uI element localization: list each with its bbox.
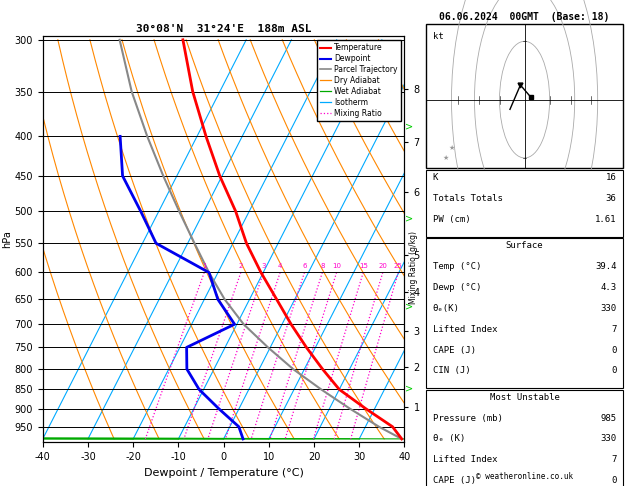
Text: 4.3: 4.3: [600, 283, 616, 292]
Text: © weatheronline.co.uk: © weatheronline.co.uk: [476, 472, 573, 481]
Text: Most Unstable: Most Unstable: [489, 393, 560, 402]
Text: 0: 0: [611, 366, 616, 376]
Text: ★: ★: [442, 155, 448, 161]
Text: 330: 330: [600, 434, 616, 444]
Text: 3: 3: [261, 263, 265, 269]
Text: Lifted Index: Lifted Index: [433, 325, 497, 334]
Text: CIN (J): CIN (J): [433, 366, 470, 376]
Text: 15: 15: [359, 263, 368, 269]
X-axis label: Dewpoint / Temperature (°C): Dewpoint / Temperature (°C): [143, 468, 304, 478]
Text: 985: 985: [600, 414, 616, 423]
Text: >: >: [405, 122, 413, 131]
Text: 06.06.2024  00GMT  (Base: 18): 06.06.2024 00GMT (Base: 18): [440, 12, 610, 22]
Text: 0: 0: [611, 346, 616, 355]
Text: 330: 330: [600, 304, 616, 313]
Text: 25: 25: [394, 263, 403, 269]
Title: 30°08'N  31°24'E  188m ASL: 30°08'N 31°24'E 188m ASL: [136, 24, 311, 35]
Text: 6: 6: [302, 263, 307, 269]
FancyBboxPatch shape: [426, 390, 623, 486]
Text: 16: 16: [606, 173, 616, 182]
Text: 4: 4: [278, 263, 282, 269]
Y-axis label: hPa: hPa: [2, 230, 12, 248]
FancyBboxPatch shape: [426, 24, 623, 168]
Text: CAPE (J): CAPE (J): [433, 476, 476, 486]
Text: CAPE (J): CAPE (J): [433, 346, 476, 355]
Text: Lifted Index: Lifted Index: [433, 455, 497, 465]
Text: 10: 10: [332, 263, 341, 269]
Text: θₑ(K): θₑ(K): [433, 304, 460, 313]
Text: 2: 2: [238, 263, 243, 269]
Text: 7: 7: [611, 325, 616, 334]
Text: >: >: [405, 301, 413, 311]
Text: 20: 20: [379, 263, 387, 269]
Text: Totals Totals: Totals Totals: [433, 194, 503, 203]
Y-axis label: km
ASL: km ASL: [434, 230, 450, 249]
Text: 0: 0: [611, 476, 616, 486]
Text: 1: 1: [202, 263, 206, 269]
Text: ★: ★: [448, 145, 455, 151]
Text: θₑ (K): θₑ (K): [433, 434, 465, 444]
Text: 7: 7: [611, 455, 616, 465]
Text: >: >: [405, 384, 413, 394]
Text: 39.4: 39.4: [595, 262, 616, 271]
Text: Mixing Ratio (g/kg): Mixing Ratio (g/kg): [409, 231, 418, 304]
Text: Surface: Surface: [506, 241, 543, 250]
Text: 8: 8: [320, 263, 325, 269]
FancyBboxPatch shape: [426, 238, 623, 388]
Text: 36: 36: [606, 194, 616, 203]
Text: Dewp (°C): Dewp (°C): [433, 283, 481, 292]
Text: K: K: [433, 173, 438, 182]
Text: 1.61: 1.61: [595, 215, 616, 224]
FancyBboxPatch shape: [426, 170, 623, 237]
Text: Pressure (mb): Pressure (mb): [433, 414, 503, 423]
Text: PW (cm): PW (cm): [433, 215, 470, 224]
Text: >: >: [405, 214, 413, 224]
Text: kt: kt: [433, 32, 443, 41]
Text: Temp (°C): Temp (°C): [433, 262, 481, 271]
Legend: Temperature, Dewpoint, Parcel Trajectory, Dry Adiabat, Wet Adiabat, Isotherm, Mi: Temperature, Dewpoint, Parcel Trajectory…: [316, 40, 401, 121]
